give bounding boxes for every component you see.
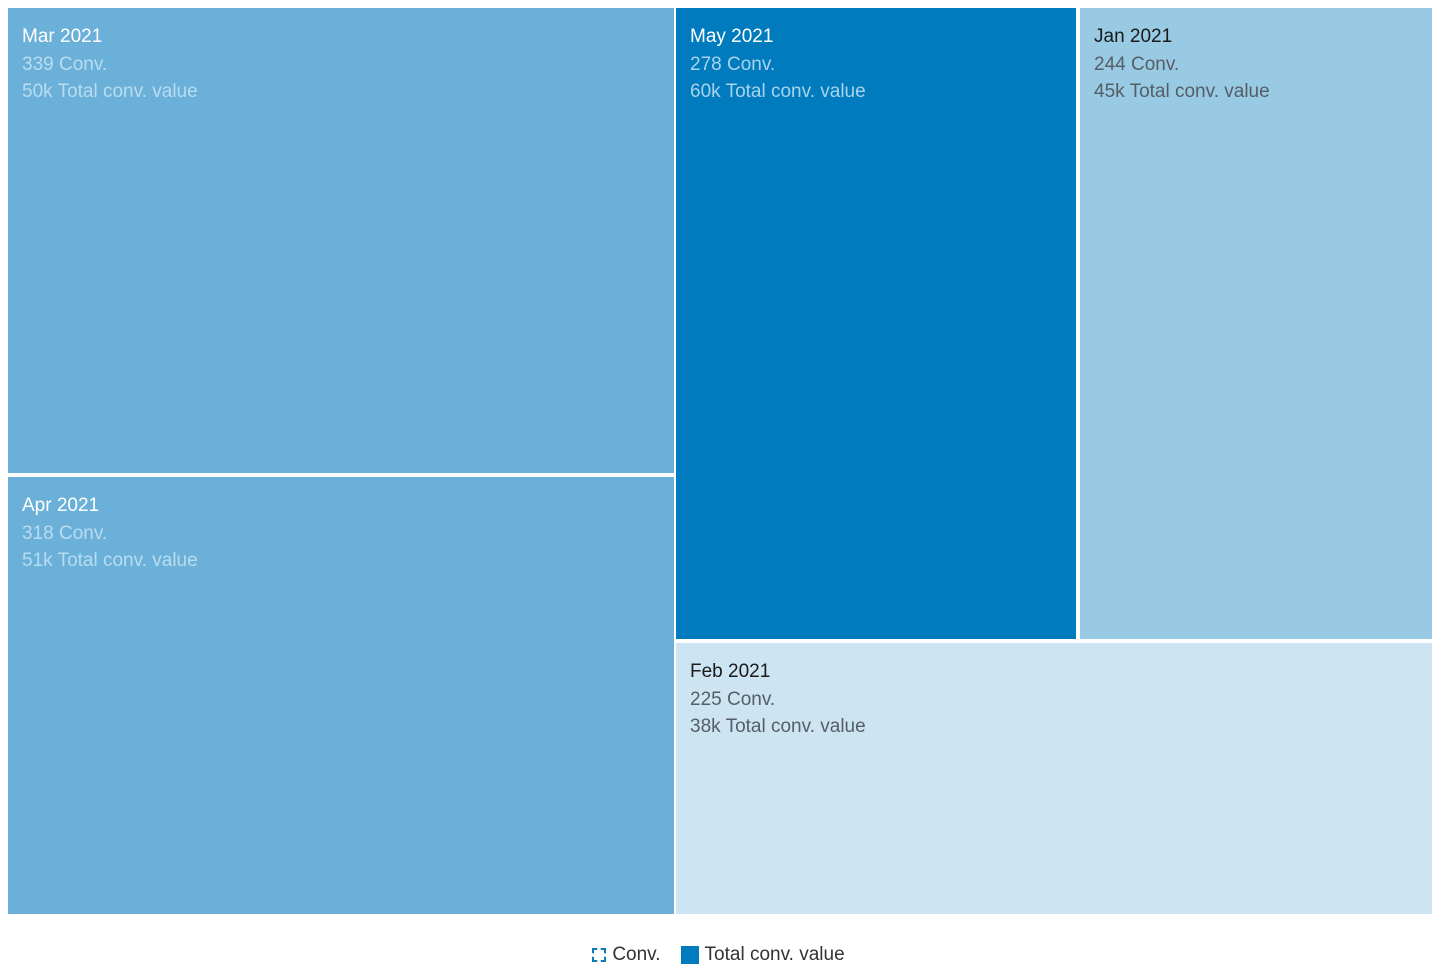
legend: Conv. Total conv. value xyxy=(0,940,1437,970)
tile-conv-value: 278 Conv. xyxy=(690,53,776,75)
legend-item-conv[interactable]: Conv. xyxy=(592,944,661,966)
tile-title: Mar 2021 xyxy=(22,26,103,47)
legend-item-total-conv-value[interactable]: Total conv. value xyxy=(680,944,845,966)
legend-label-total-conv-value: Total conv. value xyxy=(704,944,845,965)
treemap-tile-jan-2021[interactable]: Jan 2021 244 Conv. 45k Total conv. value xyxy=(1080,8,1432,639)
tile-total-conv-value: 51k Total conv. value xyxy=(22,550,198,571)
tile-title: May 2021 xyxy=(690,26,774,47)
tile-label-group: Mar 2021 339 Conv. 50k Total conv. value xyxy=(22,23,198,106)
treemap-tile-apr-2021[interactable]: Apr 2021 318 Conv. 51k Total conv. value xyxy=(8,477,674,914)
tile-title: Jan 2021 xyxy=(1094,26,1173,47)
tile-total-conv-value: 60k Total conv. value xyxy=(690,81,866,102)
tile-conv-value: 225 Conv. xyxy=(690,688,776,710)
tile-total-conv-value: 45k Total conv. value xyxy=(1094,81,1270,102)
treemap-tile-feb-2021[interactable]: Feb 2021 225 Conv. 38k Total conv. value xyxy=(676,643,1432,914)
tile-conv-value: 339 Conv. xyxy=(22,53,108,75)
legend-dashed-swatch-icon xyxy=(592,948,607,962)
treemap-tile-mar-2021[interactable]: Mar 2021 339 Conv. 50k Total conv. value xyxy=(8,8,674,473)
legend-solid-swatch-icon xyxy=(680,946,699,964)
tile-label-group: May 2021 278 Conv. 60k Total conv. value xyxy=(690,23,866,106)
tile-total-conv-value: 38k Total conv. value xyxy=(690,716,866,737)
legend-label-conv: Conv. xyxy=(612,944,661,965)
tile-label-group: Feb 2021 225 Conv. 38k Total conv. value xyxy=(690,658,866,741)
tile-label-group: Apr 2021 318 Conv. 51k Total conv. value xyxy=(22,492,198,575)
tile-conv-value: 244 Conv. xyxy=(1094,53,1180,75)
treemap-tile-may-2021[interactable]: May 2021 278 Conv. 60k Total conv. value xyxy=(676,8,1076,639)
tile-conv-value: 318 Conv. xyxy=(22,522,108,544)
tile-title: Feb 2021 xyxy=(690,661,771,682)
tile-total-conv-value: 50k Total conv. value xyxy=(22,81,198,102)
tile-label-group: Jan 2021 244 Conv. 45k Total conv. value xyxy=(1094,23,1270,106)
tile-title: Apr 2021 xyxy=(22,495,100,516)
